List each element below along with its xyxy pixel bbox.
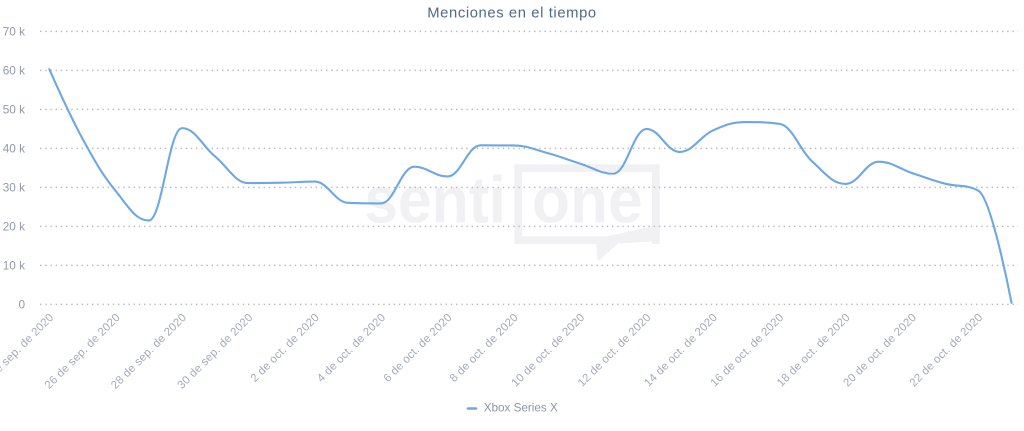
svg-text:40 k: 40 k: [3, 141, 25, 155]
svg-text:50 k: 50 k: [3, 102, 25, 116]
svg-text:one: one: [532, 163, 643, 237]
svg-text:60 k: 60 k: [3, 63, 25, 77]
svg-text:70 k: 70 k: [3, 24, 25, 38]
svg-text:10 k: 10 k: [3, 258, 25, 272]
svg-text:30 k: 30 k: [3, 180, 25, 194]
svg-text:20 k: 20 k: [3, 219, 25, 233]
svg-text:0: 0: [18, 297, 25, 311]
svg-text:Menciones en el tiempo: Menciones en el tiempo: [427, 6, 596, 22]
svg-text:Xbox Series X: Xbox Series X: [484, 402, 558, 415]
